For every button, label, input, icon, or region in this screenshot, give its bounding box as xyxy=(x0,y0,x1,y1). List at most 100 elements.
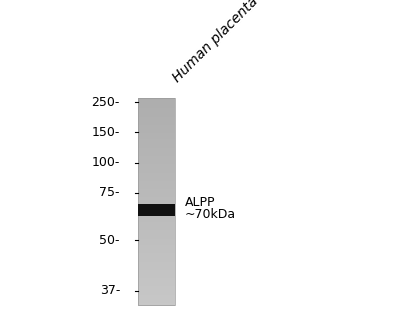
Bar xyxy=(138,278,175,281)
Bar xyxy=(138,222,175,225)
Bar xyxy=(138,282,175,285)
Bar xyxy=(138,199,175,202)
Bar xyxy=(138,135,175,138)
Bar xyxy=(138,168,175,171)
Bar xyxy=(138,191,175,194)
Bar xyxy=(138,108,175,111)
Bar xyxy=(138,152,175,154)
Bar xyxy=(138,210,175,212)
Bar xyxy=(138,104,175,107)
Bar xyxy=(138,172,175,175)
Bar xyxy=(138,106,175,109)
Bar xyxy=(138,212,175,214)
Bar xyxy=(138,116,175,119)
Bar xyxy=(138,255,175,258)
Bar xyxy=(138,233,175,235)
Text: 50-: 50- xyxy=(100,234,120,246)
Bar xyxy=(138,148,175,150)
Text: ALPP: ALPP xyxy=(185,196,216,209)
Bar xyxy=(138,214,175,217)
Bar xyxy=(138,100,175,103)
Bar xyxy=(138,146,175,148)
Bar xyxy=(138,166,175,169)
Bar xyxy=(138,239,175,241)
Bar xyxy=(138,208,175,210)
Bar xyxy=(138,183,175,185)
Bar xyxy=(138,295,175,297)
Bar xyxy=(138,131,175,134)
Bar xyxy=(138,220,175,223)
Bar xyxy=(138,243,175,245)
Bar xyxy=(138,171,175,173)
Bar xyxy=(138,303,175,306)
Bar xyxy=(138,133,175,136)
Bar xyxy=(138,179,175,181)
Bar xyxy=(138,110,175,113)
Bar xyxy=(138,301,175,303)
Bar xyxy=(138,291,175,293)
Bar xyxy=(138,154,175,156)
Text: ~70kDa: ~70kDa xyxy=(185,209,236,221)
Bar xyxy=(138,156,175,158)
Bar xyxy=(138,193,175,196)
Bar xyxy=(138,261,175,264)
Bar xyxy=(138,224,175,227)
Bar xyxy=(138,175,175,177)
Bar xyxy=(138,123,175,125)
Text: Human placenta: Human placenta xyxy=(170,0,261,85)
Bar xyxy=(138,144,175,146)
Bar xyxy=(138,113,175,115)
Bar xyxy=(138,272,175,275)
Bar xyxy=(138,127,175,130)
Bar xyxy=(138,257,175,260)
Bar xyxy=(138,297,175,299)
Bar xyxy=(138,235,175,237)
Text: 250-: 250- xyxy=(92,95,120,108)
Bar xyxy=(138,266,175,268)
Bar xyxy=(138,98,175,100)
Bar xyxy=(138,129,175,132)
Bar xyxy=(138,204,175,206)
Bar xyxy=(138,137,175,140)
Bar xyxy=(138,226,175,229)
Bar xyxy=(138,125,175,127)
Bar xyxy=(138,299,175,301)
Bar xyxy=(138,245,175,248)
Bar xyxy=(138,260,175,262)
Bar xyxy=(138,284,175,287)
Bar xyxy=(138,141,175,144)
Bar xyxy=(138,189,175,192)
Bar xyxy=(138,202,175,204)
Bar xyxy=(138,216,175,219)
Bar xyxy=(138,115,175,117)
Text: 150-: 150- xyxy=(92,125,120,139)
Bar xyxy=(138,241,175,244)
Bar xyxy=(138,280,175,283)
Bar xyxy=(138,286,175,289)
Bar xyxy=(138,206,175,208)
Bar xyxy=(138,162,175,165)
Bar xyxy=(138,230,175,233)
Bar xyxy=(138,264,175,266)
Text: 37-: 37- xyxy=(100,284,120,298)
Bar xyxy=(138,276,175,279)
Bar xyxy=(138,181,175,183)
Bar xyxy=(138,253,175,256)
Bar xyxy=(138,160,175,163)
Bar xyxy=(138,121,175,123)
Bar xyxy=(138,140,175,142)
Bar xyxy=(138,247,175,250)
Bar xyxy=(138,119,175,121)
Bar xyxy=(138,102,175,105)
Bar xyxy=(138,249,175,252)
Bar xyxy=(138,195,175,198)
Bar xyxy=(138,204,175,216)
Bar xyxy=(138,197,175,200)
Bar xyxy=(138,158,175,161)
Bar xyxy=(138,150,175,152)
Bar xyxy=(138,185,175,188)
Bar xyxy=(138,187,175,189)
Text: 100-: 100- xyxy=(92,156,120,170)
Bar xyxy=(138,288,175,291)
Bar xyxy=(138,274,175,276)
